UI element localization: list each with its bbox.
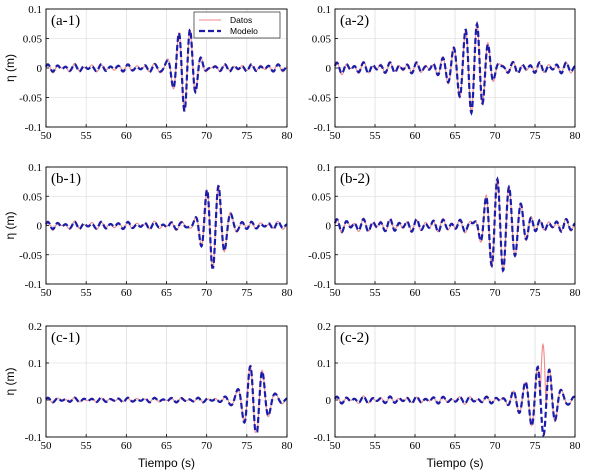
y-tick-label: 0: [37, 63, 43, 75]
panel-label: (a-2): [340, 13, 369, 29]
x-tick-label: 80: [570, 287, 582, 299]
x-tick-label: 80: [282, 130, 294, 142]
x-tick-label: 70: [201, 440, 213, 452]
y-tick-label: 0: [37, 221, 43, 233]
x-tick-label: 50: [41, 287, 53, 299]
y-tick-label: 0.1: [28, 162, 42, 174]
x-tick-label: 55: [370, 440, 382, 452]
x-tick-label: 55: [81, 440, 93, 452]
series-line-modelo: [333, 176, 576, 273]
x-tick-label: 60: [410, 130, 422, 142]
chart-panel-5: 50 55 60 65 70 75 80 -0.1 0 0.1 0.2 (c-1) η (m) Tiemp…: [3, 321, 293, 470]
y-tick-label: 0.05: [312, 191, 332, 203]
y-tick-label: -0.05: [19, 250, 42, 262]
y-tick-label: -0.05: [308, 250, 331, 262]
x-tick-label: 65: [161, 130, 173, 142]
panel-label: (c-2): [340, 330, 369, 346]
x-tick-label: 65: [450, 440, 462, 452]
x-tick-label: 60: [121, 287, 133, 299]
panel-label: (a-1): [51, 13, 80, 29]
x-tick-label: 80: [282, 287, 294, 299]
x-tick-label: 50: [41, 130, 53, 142]
series-line-modelo: [334, 365, 576, 438]
x-tick-label: 65: [450, 130, 462, 142]
x-tick-label: 80: [282, 440, 294, 452]
y-tick-label: 0: [326, 63, 332, 75]
y-tick-label: -0.1: [314, 122, 331, 134]
x-tick-label: 80: [570, 440, 582, 452]
series-line-modelo: [45, 184, 288, 269]
x-tick-label: 70: [490, 287, 502, 299]
x-tick-label: 60: [410, 287, 422, 299]
y-tick-label: 0.2: [28, 321, 42, 333]
chart-panel-6: 50 55 60 65 70 75 80 -0.1 0 0.1 0.2 (c-2) Tiempo (s): [314, 321, 581, 470]
x-tick-label: 70: [201, 130, 213, 142]
panel-label: (b-2): [340, 171, 370, 187]
x-tick-label: 55: [370, 130, 382, 142]
y-tick-label: -0.1: [314, 279, 331, 291]
series-line-modelo: [45, 364, 288, 433]
x-tick-label: 65: [161, 287, 173, 299]
y-tick-label: 0.1: [28, 358, 42, 370]
series-line-modelo: [45, 28, 288, 112]
x-tick-label: 60: [121, 130, 133, 142]
x-tick-label: 60: [121, 440, 133, 452]
x-tick-label: 70: [490, 130, 502, 142]
chart-panel-3: 50 55 60 65 70 75 80 -0.1 -0.05 0 0.05 0.1 (b-1) η (m…: [3, 162, 293, 299]
x-tick-label: 75: [530, 440, 542, 452]
y-tick-label: 0.1: [28, 4, 42, 16]
x-tick-label: 65: [161, 440, 173, 452]
x-tick-label: 75: [241, 440, 253, 452]
panel-label: (c-1): [51, 330, 80, 346]
y-tick-label: 0: [326, 221, 332, 233]
x-tick-label: 50: [41, 440, 53, 452]
y-tick-label: -0.1: [25, 122, 42, 134]
y-tick-label: 0.1: [317, 4, 331, 16]
panel-label: (b-1): [51, 171, 81, 187]
legend-box: [193, 11, 281, 39]
y-axis-label: η (m): [3, 368, 17, 396]
x-tick-label: 75: [530, 130, 542, 142]
series-line-modelo: [333, 20, 576, 116]
y-tick-label: 0: [37, 395, 43, 407]
x-tick-label: 75: [241, 287, 253, 299]
x-tick-label: 60: [410, 440, 422, 452]
x-axis-label: Tiempo (s): [138, 456, 195, 470]
x-tick-label: 55: [370, 287, 382, 299]
chart-panel-2: 50 55 60 65 70 75 80 -0.1 -0.05 0 0.05 0.1 (a-2): [308, 4, 581, 142]
x-tick-label: 50: [330, 440, 342, 452]
x-tick-label: 70: [490, 440, 502, 452]
x-tick-label: 65: [450, 287, 462, 299]
y-tick-label: 0.05: [23, 191, 43, 203]
y-axis-label: η (m): [3, 54, 17, 82]
x-tick-label: 80: [570, 130, 582, 142]
y-tick-label: -0.1: [25, 279, 42, 291]
y-axis-label: η (m): [3, 212, 17, 240]
chart-panel-4: 50 55 60 65 70 75 80 -0.1 -0.05 0 0.05 0.1 (b-2): [308, 162, 581, 299]
x-tick-label: 50: [330, 130, 342, 142]
chart-panel-1: 50 55 60 65 70 75 80 -0.1 -0.05 0 0.05 0.1 (a-1) η (m…: [3, 4, 293, 142]
y-tick-label: 0.05: [312, 34, 332, 46]
legend-label-datos: Datos: [230, 15, 252, 25]
x-tick-label: 75: [530, 287, 542, 299]
y-tick-label: -0.1: [25, 432, 42, 444]
legend-label-modelo: Modelo: [230, 26, 258, 36]
y-tick-label: 0.2: [317, 321, 331, 333]
x-axis-label: Tiempo (s): [427, 456, 484, 470]
y-tick-label: -0.05: [19, 93, 42, 105]
x-tick-label: 55: [81, 287, 93, 299]
x-tick-label: 70: [201, 287, 213, 299]
y-tick-label: 0.1: [317, 162, 331, 174]
y-tick-label: 0.05: [23, 34, 43, 46]
y-tick-label: -0.1: [314, 432, 331, 444]
y-tick-label: 0: [326, 395, 332, 407]
y-tick-label: -0.05: [308, 93, 331, 105]
x-tick-label: 50: [330, 287, 342, 299]
y-tick-label: 0.1: [317, 358, 331, 370]
x-tick-label: 75: [241, 130, 253, 142]
x-tick-label: 55: [81, 130, 93, 142]
